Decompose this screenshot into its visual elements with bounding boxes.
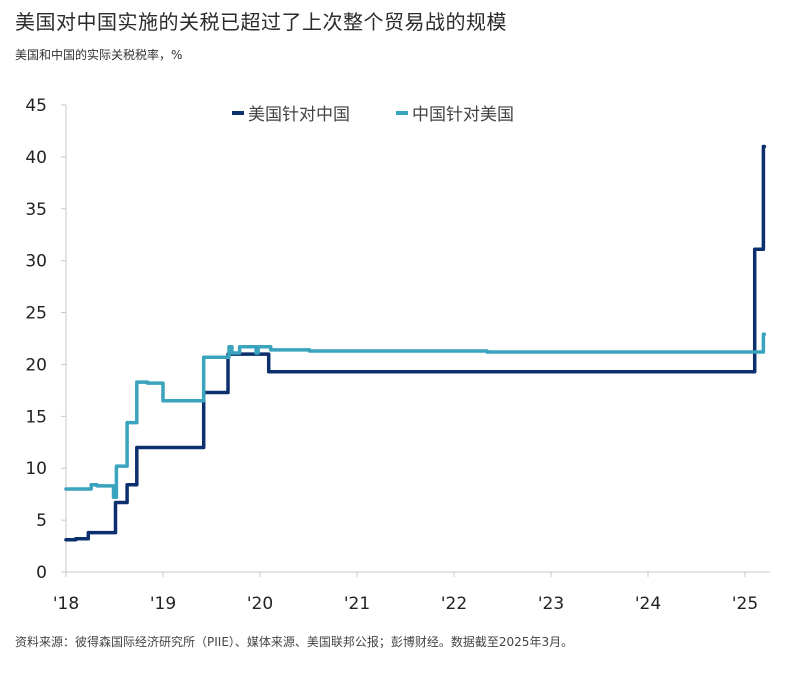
y-tick-label: 20 [25, 355, 47, 375]
chart-title: 美国对中国实施的关税已超过了上次整个贸易战的规模 [15, 10, 507, 34]
series-china-on-us [64, 332, 767, 500]
legend-item-china-on-us: 中国针对美国 [396, 100, 514, 125]
x-tick-label: '18 [53, 594, 79, 614]
y-tick-label: 10 [25, 459, 47, 479]
x-tick-label: '22 [441, 594, 467, 614]
x-tick-label: '25 [732, 594, 758, 614]
legend-label-china-on-us: 中国针对美国 [412, 105, 514, 125]
y-tick-label: 5 [36, 511, 47, 531]
x-tick-label: '21 [344, 594, 370, 614]
y-tick-label: 0 [36, 563, 47, 583]
chart-subtitle: 美国和中国的实际关税税率，% [15, 48, 183, 62]
x-tick-label: '20 [247, 594, 273, 614]
x-tick-label: '19 [150, 594, 176, 614]
y-tick-label: 25 [25, 304, 47, 324]
y-tick-label: 35 [25, 200, 47, 220]
legend: 美国针对中国 中国针对美国 [232, 100, 514, 125]
y-tick-label: 45 [25, 96, 47, 116]
source-note: 资料来源：彼得森国际经济研究所（PIIE）、媒体来源、美国联邦公报；彭博财经。数… [15, 635, 574, 649]
y-tick-label: 40 [25, 148, 47, 168]
legend-swatch-us-on-china [232, 110, 244, 115]
series-lines [64, 144, 767, 542]
x-tick-label: '24 [635, 594, 661, 614]
y-tick-label: 30 [25, 252, 47, 272]
y-tick-label: 15 [25, 407, 47, 427]
x-tick-label: '23 [538, 594, 564, 614]
legend-label-us-on-china: 美国针对中国 [248, 105, 350, 125]
legend-swatch-china-on-us [396, 110, 408, 115]
axes: 0 5 10 15 20 25 30 35 40 45 '18 '19 '20 '21 '22 '23 '24 '… [25, 96, 770, 614]
legend-item-us-on-china: 美国针对中国 [232, 100, 350, 125]
series-us-on-china [64, 144, 767, 542]
